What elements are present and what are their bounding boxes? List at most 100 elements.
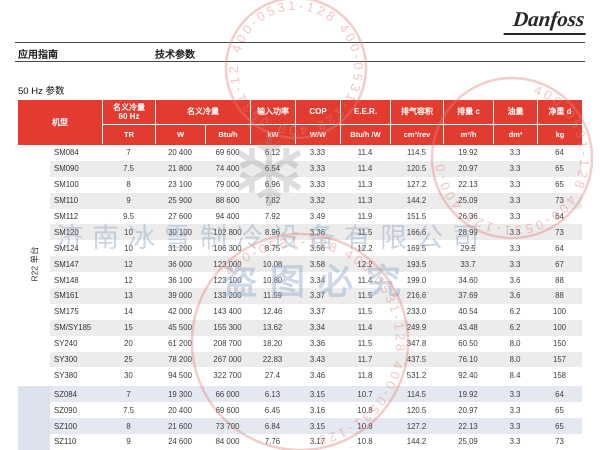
value-cell: 6.54 (264, 164, 281, 174)
column-header-units: cm³/rev (390, 125, 443, 144)
value-cell: 7.92 (264, 212, 281, 221)
column-header-title: 油量 (507, 107, 524, 117)
header-group: 名义冷量 60 Hz TR (102, 100, 155, 145)
value-cell: 3.3 (509, 180, 521, 190)
table-row: SM090 7.5 21 800 74 400 6.54 3.33 11.4 120.5 20.… (50, 160, 582, 177)
value-cell: 123 000 (213, 259, 242, 269)
table-row: SM148 12 36 100 123 100 10.80 3.34 11.4 199.0 34… (50, 272, 582, 288)
value-cell: 28.99 (458, 227, 478, 237)
value-cell: 20.97 (458, 405, 478, 415)
value-cell: 10 (124, 227, 133, 237)
value-cell: 73 (555, 227, 564, 237)
column-unit: dm³ (493, 125, 537, 144)
value-cell: 13.62 (262, 323, 283, 333)
table-row: SM100 8 23 100 79 000 6.96 3.33 11.3 127.2 22.13… (50, 177, 582, 193)
value-cell: 67 (555, 259, 564, 269)
value-cell: 114.5 (407, 389, 426, 399)
value-cell: 322 700 (213, 370, 242, 380)
column-header-title: E.E.R. (353, 107, 378, 117)
column-header: 名义冷量 (155, 100, 250, 125)
value-cell: 11.3 (357, 180, 373, 190)
value-cell: 20.97 (458, 164, 478, 174)
column-header: 排量 c (443, 100, 493, 125)
value-cell: 120.5 (406, 405, 427, 415)
value-cell: 249.9 (406, 323, 427, 333)
value-cell: 193.5 (406, 259, 427, 269)
value-cell: 27 600 (168, 212, 192, 221)
table-row: SZ100 8 21 600 73 700 6.84 3.15 10.8 127.2 22.13… (50, 418, 582, 435)
column-header-units: m³/h (443, 125, 493, 144)
value-cell: 33.7 (460, 259, 476, 269)
value-cell: 12 (124, 259, 133, 269)
table-header: 机型 名义冷量 60 Hz TR 名义冷量 W Btu/h 输入功率 kW COP W/W E.E.… (18, 100, 582, 145)
value-cell: 92.40 (458, 370, 478, 380)
value-cell: 6.13 (264, 389, 281, 399)
value-cell: 11.5 (357, 307, 373, 317)
value-cell: 8 (126, 180, 131, 190)
value-cell: 3.17 (309, 437, 326, 447)
group-rows: SZ084 7 19 300 66 000 6.13 3.15 10.7 114.5 19.92… (50, 386, 582, 450)
value-cell: 20 400 (168, 148, 192, 158)
value-cell: 43.48 (458, 323, 478, 333)
value-cell: 9.5 (123, 212, 134, 221)
spec-table: 机型 名义冷量 60 Hz TR 名义冷量 W Btu/h 输入功率 kW COP W/W E.E.… (18, 100, 582, 450)
value-cell: 29.5 (460, 243, 476, 253)
value-cell: 69 600 (215, 405, 240, 415)
value-cell: 74 400 (215, 164, 240, 174)
column-header-units: dm³ (493, 125, 537, 144)
model-cell: SM112 (54, 212, 79, 221)
model-cell: SY300 (54, 355, 78, 365)
column-header-title: 名义冷量 (187, 107, 219, 117)
value-cell: 3.37 (309, 307, 326, 317)
header-divider-bottom (15, 61, 585, 62)
value-cell: 114.5 (407, 148, 426, 158)
header-group: 油量 dm³ (493, 100, 537, 145)
value-cell: 3.3 (509, 148, 521, 158)
value-cell: 3.15 (309, 421, 326, 431)
column-header-units: Btu/h /W (340, 125, 390, 144)
value-cell: 144.2 (406, 196, 427, 206)
value-cell: 3.33 (309, 148, 326, 158)
value-cell: 8.96 (264, 227, 281, 237)
value-cell: 3.34 (309, 323, 326, 333)
value-cell: 76.10 (458, 355, 478, 365)
table-row: SY300 25 78 200 267 000 22.83 3.43 11.7 437.5 76… (50, 351, 582, 368)
value-cell: 88 (555, 275, 564, 285)
column-unit: Btu/h (205, 125, 250, 144)
model-cell: SZ100 (54, 421, 77, 431)
value-cell: 151.5 (406, 212, 427, 221)
value-cell: 437.5 (406, 355, 427, 365)
value-cell: 14 (124, 307, 133, 317)
value-cell: 3.33 (309, 164, 326, 174)
header-group: 输入功率 kW (250, 100, 295, 145)
value-cell: 3.3 (509, 212, 521, 221)
header-group: 排气容积 cm³/rev (390, 100, 443, 145)
value-cell: 3.56 (309, 243, 326, 253)
value-cell: 8.0 (509, 339, 521, 349)
value-cell: 144.2 (406, 437, 427, 447)
model-cell: SM110 (54, 196, 79, 206)
value-cell: 127.2 (406, 421, 427, 431)
table-row: SY380 30 94 500 322 700 27.4 3.46 11.8 531.2 92.… (50, 367, 582, 383)
value-cell: 3.15 (309, 389, 326, 399)
value-cell: 11.5 (357, 339, 373, 349)
group-label-text: R22 单台 (29, 246, 39, 282)
value-cell: 65 (555, 405, 564, 415)
value-cell: 45 500 (168, 323, 192, 333)
header-group: COP W/W (295, 100, 340, 145)
column-header: E.E.R. (340, 100, 390, 125)
value-cell: 133 200 (213, 291, 242, 301)
value-cell: 3.3 (509, 259, 521, 269)
model-cell: SM175 (54, 307, 79, 317)
column-header-title: 排量 c (457, 107, 480, 117)
column-header: 输入功率 (250, 100, 295, 125)
value-cell: 208 700 (213, 339, 242, 349)
model-cell: SM161 (54, 291, 79, 301)
value-cell: 100 (552, 323, 566, 333)
model-cell: SZ084 (54, 389, 77, 399)
value-cell: 106 300 (213, 243, 242, 253)
model-cell: SM120 (54, 227, 79, 237)
nav-application-guide: 应用指南 (18, 50, 58, 61)
group-label: R22 单台 (18, 145, 50, 383)
value-cell: 6.2 (509, 307, 521, 317)
